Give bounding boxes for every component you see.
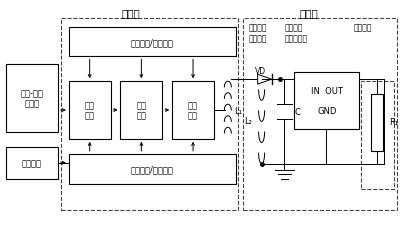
Text: 驱动
电路: 驱动 电路 — [136, 101, 146, 120]
Text: L₁: L₁ — [234, 106, 242, 115]
Text: L₂: L₂ — [244, 117, 252, 126]
Text: 输出
电路: 输出 电路 — [188, 101, 198, 120]
Bar — [6, 65, 58, 132]
Text: 负载电路: 负载电路 — [354, 23, 373, 32]
Bar — [69, 154, 236, 184]
Bar — [243, 18, 397, 210]
Text: 基准电压/供电电路: 基准电压/供电电路 — [131, 164, 174, 173]
Text: 振荡
电路: 振荡 电路 — [85, 101, 95, 120]
Text: 接收端: 接收端 — [300, 9, 319, 19]
Bar — [61, 18, 238, 210]
Bar — [172, 82, 214, 139]
Bar — [120, 82, 162, 139]
Text: VD: VD — [255, 67, 266, 76]
Polygon shape — [258, 75, 271, 85]
Text: 交流-直流
转换器: 交流-直流 转换器 — [20, 89, 44, 108]
Bar — [6, 147, 58, 179]
Text: 稳压电路
（非必须）: 稳压电路 （非必须） — [284, 23, 308, 43]
Text: 控制电路/保护电路: 控制电路/保护电路 — [131, 38, 174, 47]
Bar — [69, 82, 111, 139]
Bar — [294, 73, 359, 129]
Text: 发射端: 发射端 — [121, 9, 140, 19]
Bar — [69, 27, 236, 57]
Text: R₁: R₁ — [389, 118, 398, 127]
Bar — [361, 82, 394, 189]
Bar — [371, 95, 383, 151]
Text: C: C — [294, 107, 300, 116]
Text: IN  OUT

GND: IN OUT GND — [311, 86, 343, 116]
Text: 直流电源: 直流电源 — [22, 158, 42, 167]
Text: 高频整流
滤波电路: 高频整流 滤波电路 — [249, 23, 267, 43]
